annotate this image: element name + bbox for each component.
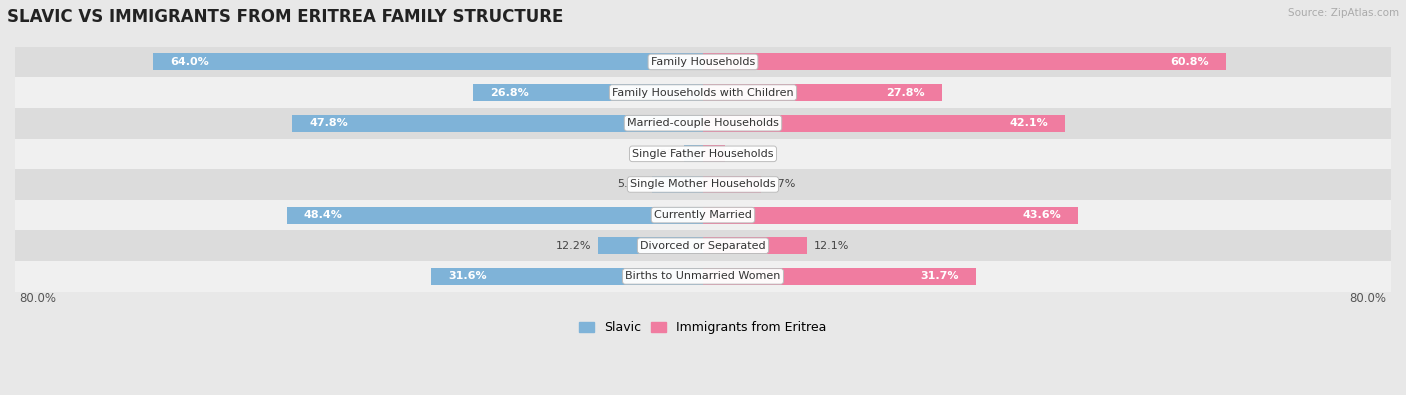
Bar xyxy=(287,207,703,224)
Bar xyxy=(15,169,1391,200)
Text: Family Households: Family Households xyxy=(651,57,755,67)
Bar xyxy=(15,200,1391,230)
Bar xyxy=(15,261,1391,292)
Bar xyxy=(15,47,1391,77)
Text: 12.2%: 12.2% xyxy=(555,241,591,251)
Text: 31.6%: 31.6% xyxy=(449,271,486,281)
Text: Source: ZipAtlas.com: Source: ZipAtlas.com xyxy=(1288,8,1399,18)
Bar xyxy=(153,53,703,70)
Bar xyxy=(15,139,1391,169)
Text: Births to Unmarried Women: Births to Unmarried Women xyxy=(626,271,780,281)
Text: 48.4%: 48.4% xyxy=(304,210,343,220)
Text: Married-couple Households: Married-couple Households xyxy=(627,118,779,128)
Text: Single Mother Households: Single Mother Households xyxy=(630,179,776,190)
Text: 12.1%: 12.1% xyxy=(814,241,849,251)
Bar xyxy=(292,115,703,132)
Bar xyxy=(598,237,703,254)
Text: 80.0%: 80.0% xyxy=(1350,292,1386,305)
Bar xyxy=(15,230,1391,261)
Text: 26.8%: 26.8% xyxy=(489,88,529,98)
Legend: Slavic, Immigrants from Eritrea: Slavic, Immigrants from Eritrea xyxy=(574,316,832,339)
Bar xyxy=(703,145,724,162)
Text: 31.7%: 31.7% xyxy=(920,271,959,281)
Text: 43.6%: 43.6% xyxy=(1022,210,1060,220)
Text: Currently Married: Currently Married xyxy=(654,210,752,220)
Text: Single Father Households: Single Father Households xyxy=(633,149,773,159)
Text: 27.8%: 27.8% xyxy=(886,88,925,98)
Text: 2.2%: 2.2% xyxy=(648,149,678,159)
Text: 5.9%: 5.9% xyxy=(617,179,645,190)
Text: 47.8%: 47.8% xyxy=(309,118,347,128)
Text: 6.7%: 6.7% xyxy=(768,179,796,190)
Bar xyxy=(703,84,942,101)
Bar xyxy=(703,176,761,193)
Text: 80.0%: 80.0% xyxy=(20,292,56,305)
Bar xyxy=(652,176,703,193)
Text: SLAVIC VS IMMIGRANTS FROM ERITREA FAMILY STRUCTURE: SLAVIC VS IMMIGRANTS FROM ERITREA FAMILY… xyxy=(7,8,564,26)
Bar xyxy=(472,84,703,101)
Bar xyxy=(685,145,703,162)
Bar xyxy=(15,77,1391,108)
Text: Divorced or Separated: Divorced or Separated xyxy=(640,241,766,251)
Bar xyxy=(15,108,1391,139)
Text: 2.5%: 2.5% xyxy=(731,149,759,159)
Bar xyxy=(703,53,1226,70)
Text: 42.1%: 42.1% xyxy=(1010,118,1047,128)
Bar xyxy=(703,268,976,285)
Bar xyxy=(703,207,1078,224)
Bar xyxy=(432,268,703,285)
Bar xyxy=(703,237,807,254)
Text: 60.8%: 60.8% xyxy=(1170,57,1209,67)
Bar xyxy=(703,115,1066,132)
Text: 64.0%: 64.0% xyxy=(170,57,208,67)
Text: Family Households with Children: Family Households with Children xyxy=(612,88,794,98)
